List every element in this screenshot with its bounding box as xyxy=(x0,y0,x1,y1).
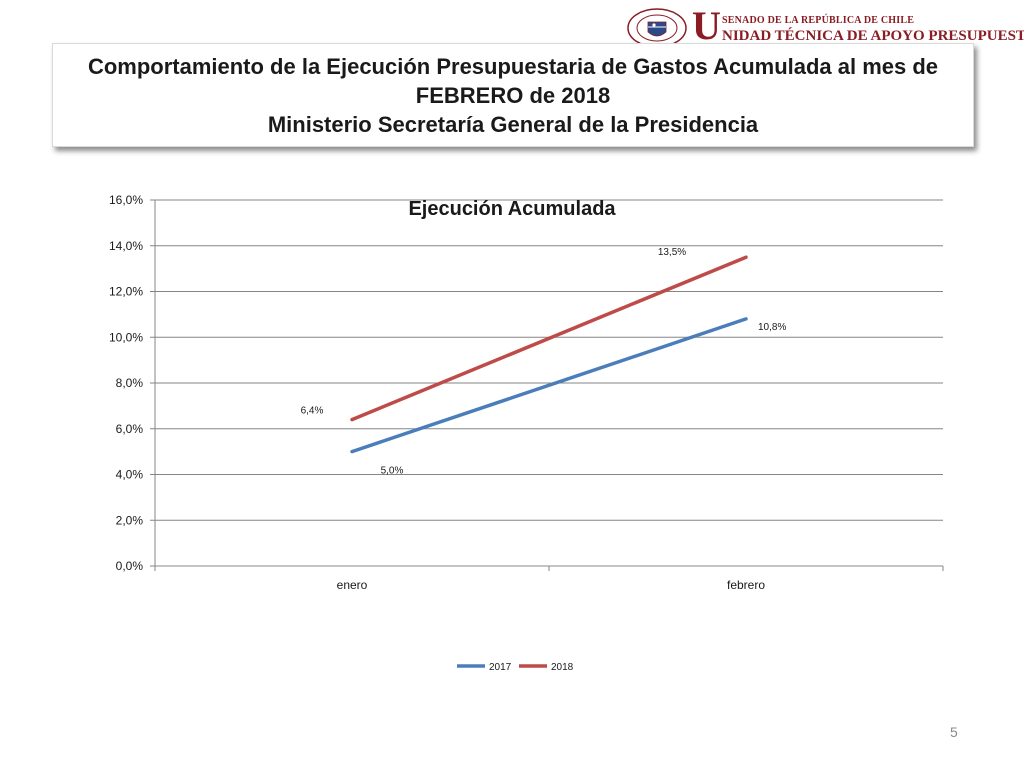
x-tick-label: enero xyxy=(337,578,368,592)
data-label: 13,5% xyxy=(658,247,686,258)
y-tick-label: 14,0% xyxy=(109,239,143,253)
y-tick-label: 12,0% xyxy=(109,285,143,299)
y-tick-label: 2,0% xyxy=(116,513,144,527)
data-label: 6,4% xyxy=(301,406,324,417)
x-tick-label: febrero xyxy=(727,578,765,592)
data-point xyxy=(351,450,354,453)
chart-title: Ejecución Acumulada xyxy=(408,198,616,220)
data-point xyxy=(745,317,748,320)
data-label: 5,0% xyxy=(381,466,404,477)
y-tick-label: 6,0% xyxy=(116,422,144,436)
page-number: 5 xyxy=(950,724,958,740)
data-point xyxy=(351,418,354,421)
legend-label: 2017 xyxy=(489,662,512,673)
y-tick-label: 16,0% xyxy=(109,193,143,207)
legend-label: 2018 xyxy=(551,662,574,673)
y-tick-label: 10,0% xyxy=(109,330,143,344)
y-tick-label: 4,0% xyxy=(116,468,144,482)
y-tick-label: 0,0% xyxy=(116,559,144,573)
data-point xyxy=(745,256,748,259)
y-tick-label: 8,0% xyxy=(116,376,144,390)
data-label: 10,8% xyxy=(758,322,786,333)
